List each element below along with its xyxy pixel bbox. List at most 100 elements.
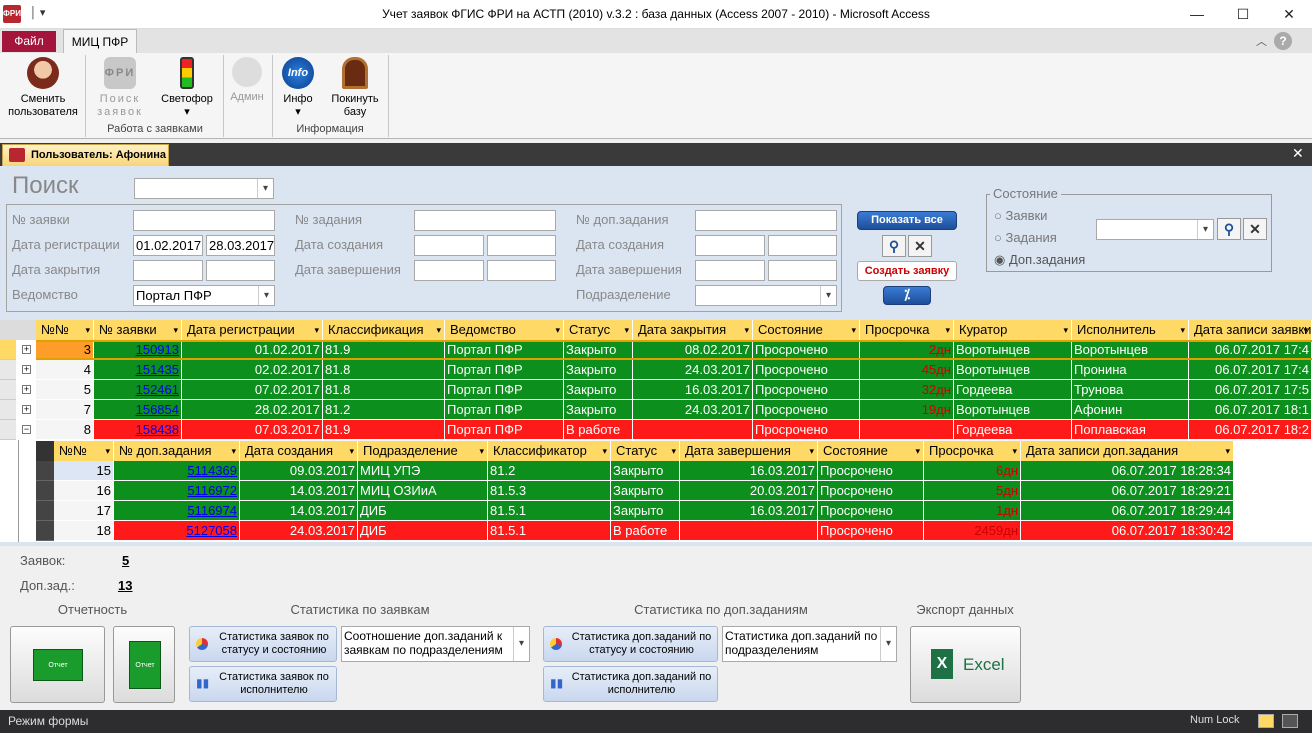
state-search-icon[interactable]: ⚲: [1217, 218, 1241, 240]
close-button[interactable]: ✕: [1283, 6, 1295, 22]
filter-dropdown-icon[interactable]: ▾: [85, 325, 90, 335]
sub-cell-id[interactable]: 5116972: [114, 481, 240, 501]
sub-col-header[interactable]: Состояние ▾: [818, 441, 924, 461]
filter-dropdown-icon[interactable]: ▾: [1225, 446, 1230, 456]
filter-dropdown-icon[interactable]: ▾: [231, 446, 236, 456]
vedomstvo-select[interactable]: Портал ПФР ▾: [133, 285, 275, 306]
subtask-created-to-input[interactable]: [768, 235, 837, 256]
state-clear-icon[interactable]: ✕: [1243, 218, 1267, 240]
task-done-from-input[interactable]: [414, 260, 484, 281]
tab-mic-pfr[interactable]: МИЦ ПФР: [63, 29, 137, 54]
subtask-created-from-input[interactable]: [695, 235, 765, 256]
col-header[interactable]: Просрочка ▾: [860, 320, 954, 340]
col-header[interactable]: Классификация ▾: [323, 320, 445, 340]
filter-dropdown-icon[interactable]: ▾: [349, 446, 354, 456]
task-created-to-input[interactable]: [487, 235, 556, 256]
export-excel-button[interactable]: X Excel: [910, 626, 1021, 703]
row-selector[interactable]: [0, 380, 16, 400]
filter-dropdown-icon[interactable]: ▾: [624, 325, 629, 335]
filter-dropdown-icon[interactable]: ▾: [671, 446, 676, 456]
filter-dropdown-icon[interactable]: ▾: [744, 325, 749, 335]
task-created-from-input[interactable]: [414, 235, 484, 256]
sub-col-header[interactable]: Подразделение ▾: [358, 441, 488, 461]
task-done-to-input[interactable]: [487, 260, 556, 281]
filter-dropdown-icon[interactable]: ▾: [851, 325, 856, 335]
filter-dropdown-icon[interactable]: ▾: [1012, 446, 1017, 456]
quick-access-dropdown-icon[interactable]: │ ▾: [30, 7, 46, 19]
form-view-icon[interactable]: [1258, 714, 1274, 728]
sub-row-selector[interactable]: [36, 521, 54, 541]
sub-col-header[interactable]: Дата записи доп.задания ▾: [1021, 441, 1234, 461]
subtask-no-input[interactable]: [695, 210, 837, 231]
stat-subtasks-combo[interactable]: Статистика доп.заданий по подразделениям…: [722, 626, 897, 662]
select-all-corner[interactable]: [0, 320, 36, 340]
filter-dropdown-icon[interactable]: ▾: [173, 325, 178, 335]
col-header[interactable]: Дата записи заявки ▾: [1189, 320, 1312, 340]
expand-row-icon[interactable]: +: [22, 364, 31, 374]
col-header[interactable]: Дата закрытия ▾: [633, 320, 753, 340]
stat-subtasks-executor-button[interactable]: ▮▮ Статистика доп.заданий по исполнителю: [543, 666, 718, 702]
sub-col-header[interactable]: Дата создания ▾: [240, 441, 358, 461]
design-view-icon[interactable]: [1282, 714, 1298, 728]
admin-button[interactable]: Админ: [226, 57, 268, 104]
col-header[interactable]: Ведомство ▾: [445, 320, 564, 340]
filter-dropdown-icon[interactable]: ▾: [1303, 325, 1308, 335]
col-header[interactable]: Куратор ▾: [954, 320, 1072, 340]
maximize-button[interactable]: ☐: [1236, 6, 1250, 22]
exit-db-button[interactable]: Покинуть базу: [324, 57, 386, 119]
document-tab-user[interactable]: Пользователь: Афонина: [2, 144, 169, 166]
collapse-ribbon-icon[interactable]: ︿: [1256, 36, 1267, 48]
filter-dropdown-icon[interactable]: ▾: [555, 325, 560, 335]
collapse-row-icon[interactable]: −: [22, 424, 31, 434]
filter-dropdown-icon[interactable]: ▾: [809, 446, 814, 456]
sub-cell-id[interactable]: 5116974: [114, 501, 240, 521]
task-no-input[interactable]: [414, 210, 556, 231]
report-button-2[interactable]: Отчет: [113, 626, 175, 703]
row-selector[interactable]: [0, 340, 16, 360]
change-user-button[interactable]: Сменить пользователя: [4, 57, 82, 119]
row-selector[interactable]: [0, 360, 16, 380]
filter-dropdown-icon[interactable]: ▾: [945, 325, 950, 335]
sub-col-header[interactable]: Классификатор ▾: [488, 441, 611, 461]
subtask-done-from-input[interactable]: [695, 260, 765, 281]
cell-id[interactable]: 156854: [94, 400, 182, 420]
close-date-from-input[interactable]: [133, 260, 203, 281]
filter-dropdown-icon[interactable]: ▾: [915, 446, 920, 456]
stat-requests-status-button[interactable]: Статистика заявок по статусу и состоянию: [189, 626, 337, 662]
stat-requests-executor-button[interactable]: ▮▮ Статистика заявок по исполнителю: [189, 666, 337, 702]
sub-select-all-corner[interactable]: [36, 441, 54, 461]
col-header[interactable]: Состояние ▾: [753, 320, 860, 340]
sub-col-header[interactable]: №№ ▾: [54, 441, 114, 461]
col-header[interactable]: Статус ▾: [564, 320, 633, 340]
sub-cell-id[interactable]: 5127058: [114, 521, 240, 541]
sub-col-header[interactable]: Статус ▾: [611, 441, 680, 461]
clear-filter-icon[interactable]: ✕: [908, 235, 932, 257]
filter-dropdown-icon[interactable]: ▾: [479, 446, 484, 456]
percent-icon[interactable]: ⁒: [883, 286, 931, 305]
traffic-light-button[interactable]: Светофор ▾: [156, 57, 218, 119]
sub-row-selector[interactable]: [36, 461, 54, 481]
radio-subtasks[interactable]: ◉ Доп.задания: [994, 252, 1086, 267]
create-request-button[interactable]: Создать заявку: [857, 261, 957, 281]
cell-id[interactable]: 150913: [94, 340, 182, 360]
expand-row-icon[interactable]: +: [22, 344, 31, 354]
cell-id[interactable]: 151435: [94, 360, 182, 380]
filter-dropdown-icon[interactable]: ▾: [1180, 325, 1185, 335]
filter-dropdown-icon[interactable]: ▾: [436, 325, 441, 335]
request-no-input[interactable]: [133, 210, 275, 231]
close-date-to-input[interactable]: [206, 260, 275, 281]
department-select[interactable]: ▾: [695, 285, 837, 306]
sub-col-header[interactable]: Дата завершения ▾: [680, 441, 818, 461]
sub-col-header[interactable]: № доп.задания ▾: [114, 441, 240, 461]
subtask-done-to-input[interactable]: [768, 260, 837, 281]
reg-date-to-input[interactable]: 28.03.2017: [206, 235, 275, 256]
filter-dropdown-icon[interactable]: ▾: [105, 446, 110, 456]
sub-cell-id[interactable]: 5114369: [114, 461, 240, 481]
expand-row-icon[interactable]: +: [22, 384, 31, 394]
filter-dropdown-icon[interactable]: ▾: [1063, 325, 1068, 335]
radio-tasks[interactable]: ○ Задания: [994, 230, 1057, 245]
filter-dropdown-icon[interactable]: ▾: [314, 325, 319, 335]
info-button[interactable]: Info Инфо ▾: [276, 57, 320, 119]
col-header[interactable]: № заявки ▾: [94, 320, 182, 340]
sub-col-header[interactable]: Просрочка ▾: [924, 441, 1021, 461]
